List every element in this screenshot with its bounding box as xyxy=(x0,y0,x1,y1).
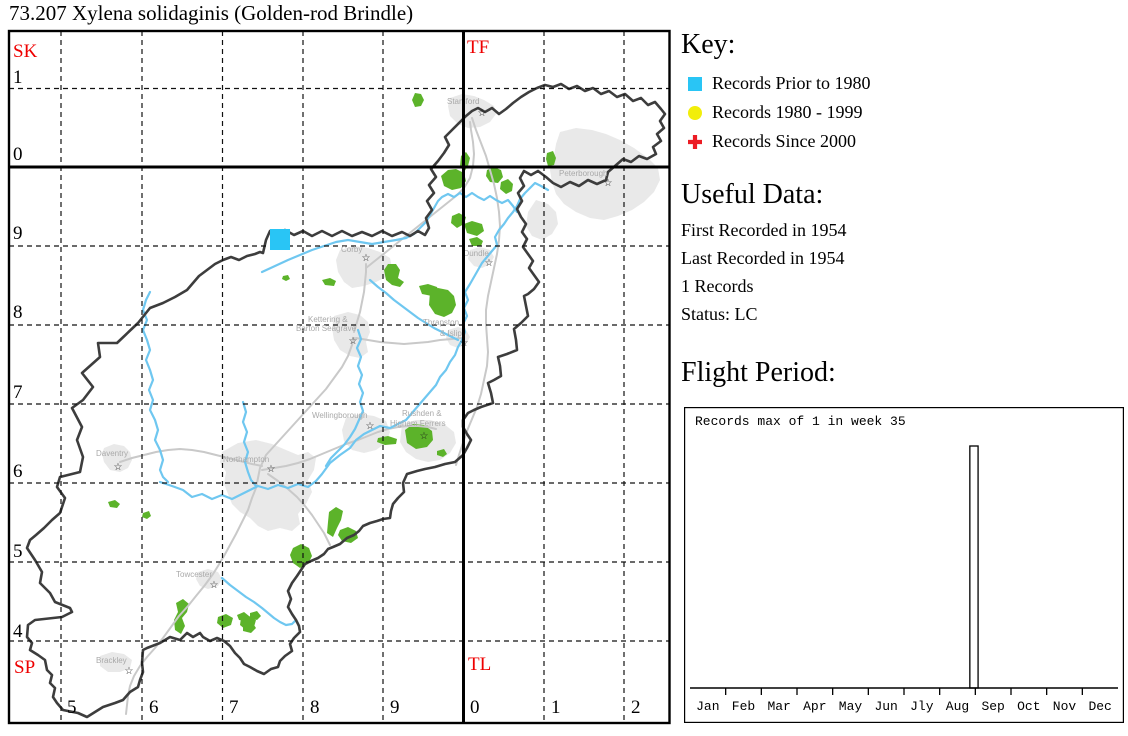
month-label: Nov xyxy=(1053,699,1077,714)
town-label: Oundle xyxy=(463,249,489,258)
town-label: Daventry xyxy=(96,449,128,458)
key-item-label: Records 1980 - 1999 xyxy=(712,102,863,123)
town-star-icon: ☆ xyxy=(125,666,134,677)
chart-annotation: Records max of 1 in week 35 xyxy=(695,414,906,429)
grid-col-label: 7 xyxy=(229,697,239,718)
month-label: Sep xyxy=(981,699,1004,714)
grid-col-label: 0 xyxy=(470,697,480,718)
key-heading: Key: xyxy=(681,29,736,60)
record-marker-prior-1980[interactable] xyxy=(270,229,290,250)
town-star-icon: ☆ xyxy=(478,108,487,119)
grid-row-label: 8 xyxy=(13,302,23,323)
woodland-patches xyxy=(108,93,556,634)
record-markers xyxy=(270,229,290,250)
grid-row-label: 5 xyxy=(13,541,23,562)
town-star-icon: ☆ xyxy=(604,178,613,189)
flight-period-heading: Flight Period: xyxy=(681,357,836,388)
flight-period-chart[interactable]: Records max of 1 in week 35 Jan Feb Mar Apr M… xyxy=(683,406,1125,728)
month-label: Mar xyxy=(767,699,790,714)
town-star-icon: ☆ xyxy=(349,336,358,347)
flight-bar-week-35 xyxy=(969,445,979,689)
grid-letter-tl: TL xyxy=(468,654,491,675)
rivers xyxy=(141,181,550,627)
town-star-icon: ☆ xyxy=(267,464,276,475)
town-label: Thrapston xyxy=(423,318,459,327)
key-legend: Records Prior to 1980 Records 1980 - 199… xyxy=(687,69,1128,156)
circle-icon xyxy=(688,105,702,120)
town-label: Peterborough xyxy=(559,169,607,178)
month-label: Oct xyxy=(1017,699,1040,714)
grid-letter-sp: SP xyxy=(14,657,35,678)
town-star-icon: ☆ xyxy=(362,253,371,264)
plus-icon xyxy=(688,134,702,149)
town-label: Corby xyxy=(341,245,362,254)
town-star-icon: ☆ xyxy=(366,421,375,432)
town-label: Barton Seagrave xyxy=(296,324,357,333)
town-star-icon: ☆ xyxy=(114,462,123,473)
town-label: Northampton xyxy=(223,455,269,464)
month-label: Dec xyxy=(1088,699,1111,714)
grid-row-label: 9 xyxy=(13,223,23,244)
county-boundary xyxy=(25,82,667,719)
town-label: Towcester xyxy=(176,570,212,579)
grid-letter-sk: SK xyxy=(13,41,38,62)
info-panel: Key: Records Prior to 1980 Records 1980 … xyxy=(681,30,1128,328)
town-labels: Stamford☆Peterborough☆Corby☆Oundle☆Kette… xyxy=(96,97,613,677)
key-item-prior-1980: Records Prior to 1980 xyxy=(687,69,1128,98)
town-label: Rushden & xyxy=(402,409,442,418)
key-item-since-2000: Records Since 2000 xyxy=(687,127,1128,156)
useful-data-list: First Recorded in 1954 Last Recorded in … xyxy=(681,216,1128,328)
month-label: May xyxy=(839,699,863,714)
grid-row-label: 1 xyxy=(13,67,23,88)
town-label: & Islip xyxy=(440,329,462,338)
town-label: Higham Ferrers xyxy=(390,419,446,428)
town-star-icon: ☆ xyxy=(485,258,494,269)
grid-row-label: 7 xyxy=(13,382,23,403)
grid-col-label: 1 xyxy=(551,697,561,718)
urban-areas xyxy=(100,94,660,672)
grid-lines xyxy=(9,31,670,723)
month-label: Aug xyxy=(946,699,969,714)
town-label: Brackley xyxy=(96,656,127,665)
key-item-label: Records Prior to 1980 xyxy=(712,73,871,94)
page-title: 73.207 Xylena solidaginis (Golden-rod Br… xyxy=(9,1,414,25)
month-label: Jly xyxy=(910,699,934,714)
grid-col-label: 2 xyxy=(631,697,641,718)
chart-border xyxy=(683,406,1125,724)
grid-col-label: 6 xyxy=(149,697,159,718)
month-label: Feb xyxy=(732,699,755,714)
town-label: Wellingborough xyxy=(312,411,367,420)
month-label: Apr xyxy=(803,699,826,714)
useful-data-heading: Useful Data: xyxy=(681,179,824,211)
grid-row-label: 6 xyxy=(13,461,23,482)
square-icon xyxy=(688,76,702,91)
last-recorded: Last Recorded in 1954 xyxy=(681,247,845,268)
key-item-1980-1999: Records 1980 - 1999 xyxy=(687,98,1128,127)
key-item-label: Records Since 2000 xyxy=(712,131,856,152)
town-star-icon: ☆ xyxy=(420,431,429,442)
roads xyxy=(119,117,501,715)
grid-col-label: 5 xyxy=(67,697,77,718)
town-star-icon: ☆ xyxy=(210,580,219,591)
grid-letter-tf: TF xyxy=(467,37,489,58)
grid-col-label: 9 xyxy=(390,697,400,718)
month-label: Jan xyxy=(696,699,719,714)
grid-row-label: 0 xyxy=(13,144,23,165)
status: Status: LC xyxy=(681,303,758,324)
grid-col-label: 8 xyxy=(310,697,320,718)
town-label: Kettering & xyxy=(308,315,348,324)
record-count: 1 Records xyxy=(681,275,754,296)
first-recorded: First Recorded in 1954 xyxy=(681,219,847,240)
grid-row-label: 4 xyxy=(13,621,23,642)
month-label: Jun xyxy=(874,699,897,714)
map-frame xyxy=(7,29,671,725)
